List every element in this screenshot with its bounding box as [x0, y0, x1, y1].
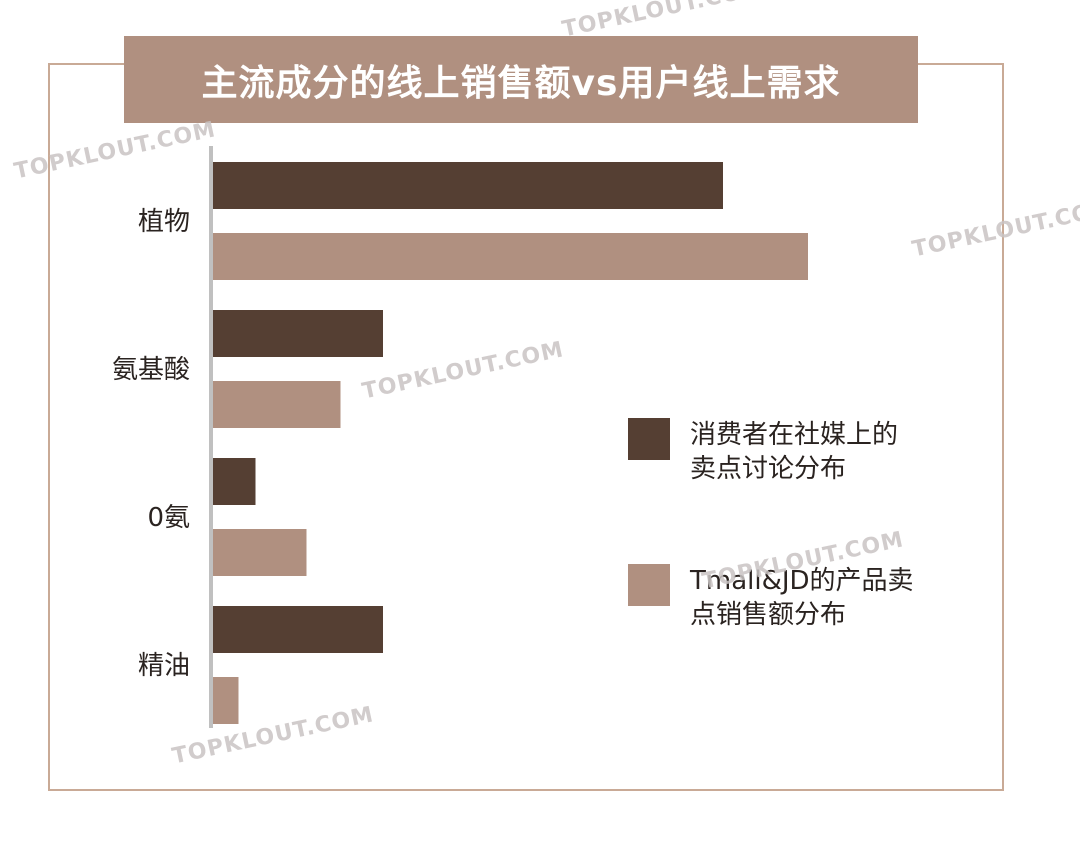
bar-sales-1 [213, 381, 341, 428]
legend-swatch-social [628, 418, 670, 460]
legend-label-sales-line2: 点销售额分布 [690, 600, 847, 630]
legend-item-social: 消费者在社媒上的 卖点讨论分布 [628, 418, 950, 486]
chart-title: 主流成分的线上销售额vs用户线上需求 [201, 62, 841, 104]
legend-label-social: 消费者在社媒上的 卖点讨论分布 [690, 418, 950, 486]
bar-social-0 [213, 162, 723, 209]
legend-label-social-line1: 消费者在社媒上的 [690, 420, 899, 450]
bar-social-3 [213, 606, 383, 653]
title-banner: 主流成分的线上销售额vs用户线上需求 [124, 36, 918, 123]
legend-label-sales: Tmall&JD的产品卖 点销售额分布 [690, 564, 950, 632]
bar-social-2 [213, 458, 256, 505]
bar-sales-0 [213, 233, 808, 280]
bar-sales-2 [213, 529, 307, 576]
bar-sales-3 [213, 677, 239, 724]
legend-swatch-sales [628, 564, 670, 606]
legend-item-sales: Tmall&JD的产品卖 点销售额分布 [628, 564, 950, 632]
category-label-3: 精油 [138, 651, 190, 681]
bar-social-1 [213, 310, 383, 357]
legend-label-sales-line1: Tmall&JD的产品卖 [690, 566, 914, 596]
category-label-2: 0氨 [147, 503, 190, 533]
legend-label-social-line2: 卖点讨论分布 [690, 454, 847, 484]
category-label-1: 氨基酸 [112, 355, 190, 385]
category-label-0: 植物 [138, 207, 190, 237]
